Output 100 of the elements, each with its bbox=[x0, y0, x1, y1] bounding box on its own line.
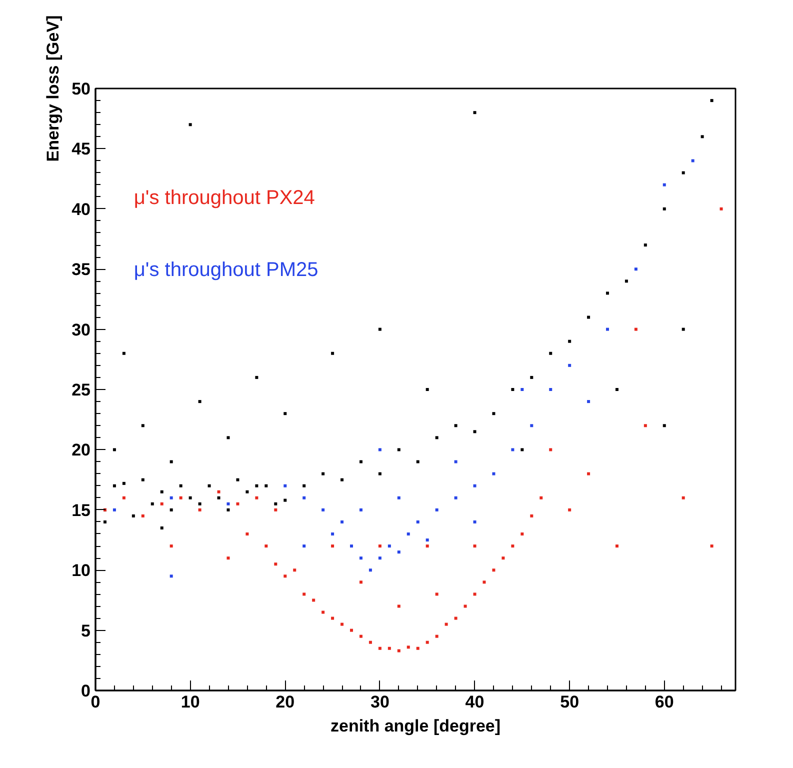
point bbox=[492, 472, 496, 476]
point bbox=[454, 496, 458, 500]
x-axis-title: zenith angle [degree] bbox=[330, 716, 501, 736]
point bbox=[378, 646, 382, 650]
y-tick-label: 15 bbox=[72, 500, 91, 520]
point bbox=[511, 544, 514, 548]
point bbox=[549, 448, 552, 452]
point bbox=[530, 514, 534, 518]
point bbox=[662, 183, 666, 186]
point bbox=[473, 592, 476, 596]
point bbox=[284, 484, 287, 488]
point bbox=[530, 424, 534, 428]
point bbox=[378, 556, 382, 560]
point bbox=[444, 622, 448, 626]
point bbox=[368, 640, 372, 644]
point bbox=[217, 490, 220, 494]
point bbox=[587, 472, 590, 476]
point bbox=[378, 448, 382, 452]
point bbox=[691, 159, 694, 162]
y-axis-title: Energy loss [GeV] bbox=[44, 15, 63, 162]
point bbox=[368, 568, 372, 572]
point bbox=[492, 568, 496, 572]
point bbox=[340, 622, 344, 626]
point bbox=[720, 207, 723, 210]
point bbox=[473, 544, 476, 548]
point bbox=[549, 388, 552, 391]
point bbox=[568, 364, 572, 367]
point bbox=[464, 604, 467, 608]
point bbox=[520, 532, 524, 536]
point bbox=[388, 646, 391, 650]
point bbox=[359, 634, 362, 638]
point bbox=[340, 520, 344, 524]
point bbox=[331, 532, 334, 536]
point bbox=[246, 532, 249, 536]
point bbox=[226, 556, 230, 560]
y-tick-label: 40 bbox=[72, 200, 91, 219]
point bbox=[302, 592, 306, 596]
point bbox=[331, 544, 334, 548]
point bbox=[331, 616, 334, 620]
y-tick-label: 45 bbox=[72, 140, 91, 159]
point bbox=[416, 520, 420, 524]
x-tick-label: 40 bbox=[465, 692, 484, 712]
y-tick-label: 20 bbox=[72, 440, 91, 460]
point bbox=[359, 580, 362, 584]
point bbox=[236, 502, 240, 506]
point bbox=[634, 268, 638, 271]
point bbox=[170, 574, 173, 578]
point bbox=[520, 388, 524, 391]
point bbox=[435, 634, 438, 638]
point bbox=[473, 520, 476, 524]
point bbox=[274, 562, 278, 566]
point bbox=[644, 424, 647, 428]
point bbox=[312, 598, 316, 602]
point bbox=[112, 508, 116, 512]
y-tick-label: 35 bbox=[72, 260, 91, 280]
point bbox=[634, 328, 638, 331]
text: μ's throughout PX24 bbox=[134, 186, 315, 209]
point bbox=[454, 460, 458, 464]
point bbox=[435, 592, 438, 596]
point bbox=[293, 568, 296, 572]
point bbox=[322, 610, 325, 614]
x-tick-label: 20 bbox=[276, 692, 295, 712]
point bbox=[502, 556, 505, 560]
point bbox=[682, 496, 685, 500]
point bbox=[322, 508, 325, 512]
point bbox=[160, 502, 164, 506]
point bbox=[274, 508, 278, 512]
x-tick-label: 30 bbox=[370, 692, 390, 712]
point bbox=[350, 544, 353, 548]
point bbox=[170, 544, 173, 548]
point bbox=[406, 532, 410, 536]
point bbox=[482, 580, 486, 584]
y-tick-label: 25 bbox=[72, 380, 91, 400]
point bbox=[141, 514, 144, 518]
point bbox=[606, 328, 609, 331]
point bbox=[264, 544, 268, 548]
point bbox=[255, 496, 258, 500]
y-tick-label: 50 bbox=[72, 80, 91, 98]
y-tick-label: 10 bbox=[72, 561, 91, 580]
point bbox=[397, 550, 400, 554]
point bbox=[587, 400, 590, 404]
point bbox=[388, 544, 391, 548]
point bbox=[350, 628, 353, 632]
point bbox=[473, 484, 476, 488]
y-tick-label: 5 bbox=[81, 621, 91, 640]
point bbox=[426, 544, 429, 548]
point bbox=[397, 604, 400, 608]
x-tick-label: 50 bbox=[560, 692, 580, 712]
point bbox=[454, 616, 458, 620]
point bbox=[284, 574, 287, 578]
point bbox=[198, 508, 202, 512]
point bbox=[540, 496, 543, 500]
point bbox=[416, 646, 420, 650]
point bbox=[435, 508, 438, 512]
point bbox=[378, 544, 382, 548]
point bbox=[426, 538, 429, 542]
y-tick-label: 30 bbox=[72, 320, 91, 340]
point bbox=[359, 508, 362, 512]
text: μ's throughout PM25 bbox=[134, 259, 318, 282]
point bbox=[359, 556, 362, 560]
